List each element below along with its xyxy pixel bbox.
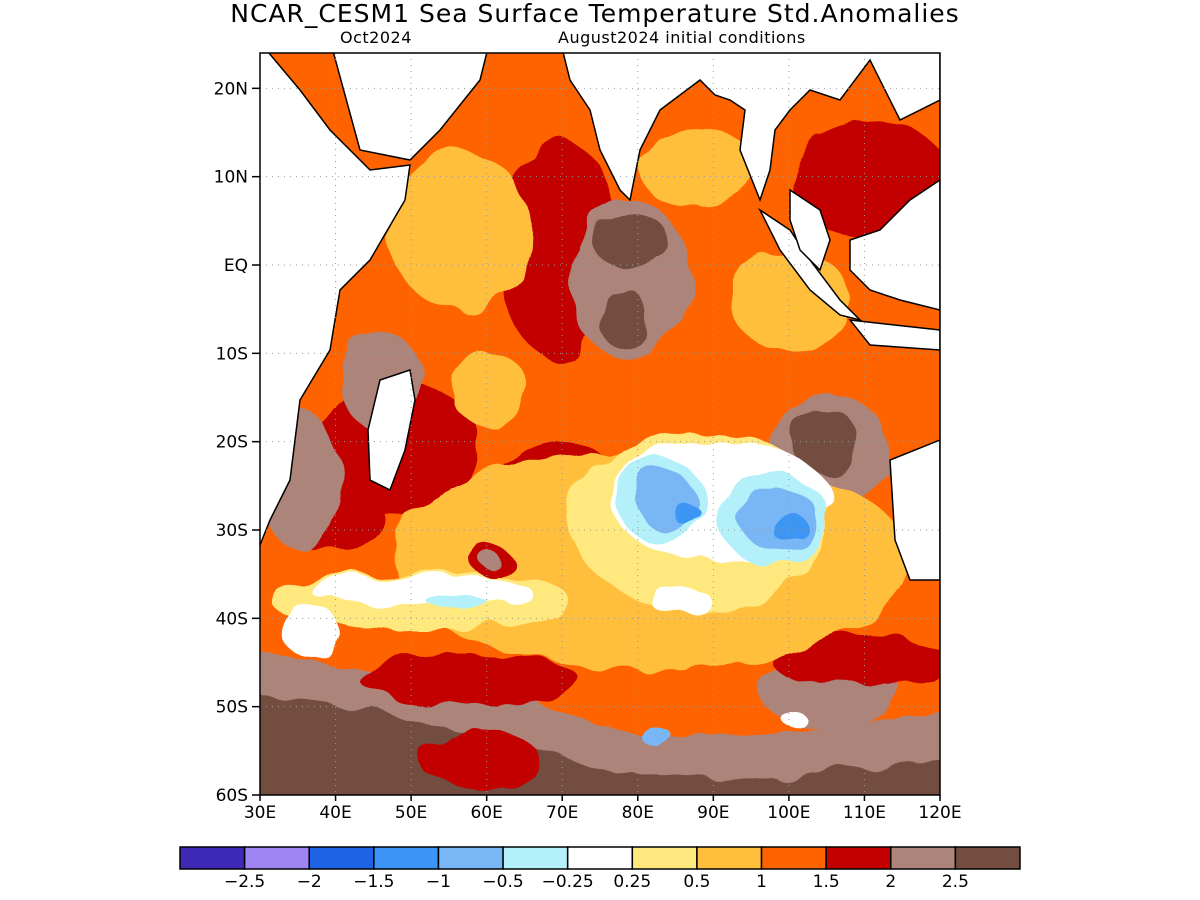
forecast-month: Oct2024 [340, 28, 412, 47]
colorbar-swatch [890, 846, 957, 870]
colorbar-label: 0.25 [613, 872, 651, 892]
lon-label: 70E [546, 803, 578, 823]
colorbar-swatch [566, 846, 634, 870]
colorbar-label: −1.5 [353, 872, 394, 892]
lat-label: 50S [216, 698, 248, 718]
lon-label: 60E [470, 803, 502, 823]
colorbar-label: −2 [297, 872, 322, 892]
graticule [260, 53, 940, 795]
lat-label: 10S [216, 344, 248, 364]
lon-label: 80E [622, 803, 654, 823]
colorbar-label: 2.5 [942, 872, 969, 892]
colorbar-swatch [373, 846, 440, 870]
lon-label: 100E [767, 803, 810, 823]
lon-label: 110E [843, 803, 886, 823]
colorbar-label: −1 [426, 872, 451, 892]
lat-label: EQ [224, 256, 248, 276]
colorbar-label: −0.25 [542, 872, 594, 892]
map-frame [259, 52, 941, 796]
colorbar-swatch [243, 846, 310, 870]
colorbar-label: 1 [756, 872, 767, 892]
colorbar-swatch [760, 846, 827, 870]
map-title: NCAR_CESM1 Sea Surface Temperature Std.A… [230, 0, 960, 28]
colorbar-swatch [631, 846, 698, 870]
colorbar-label: 0.5 [683, 872, 710, 892]
colorbar [179, 846, 1021, 870]
colorbar-swatch [437, 846, 504, 870]
colorbar-labels: −2.5 −2 −1.5 −1 −0.5 −0.25 0.25 0.5 1 1.5 2 2.5 [224, 872, 969, 892]
lat-label: 20S [216, 433, 248, 453]
lon-label: 90E [697, 803, 729, 823]
latitude-labels: 20N 10N EQ 10S 20S 30S 40S 50S 60S [214, 79, 260, 806]
lat-label: 20N [214, 79, 248, 99]
colorbar-label: −2.5 [224, 872, 265, 892]
lat-label: 10N [214, 168, 248, 188]
colorbar-label: −0.5 [482, 872, 523, 892]
colorbar-swatch [179, 846, 246, 870]
lat-label: 60S [216, 786, 248, 806]
colorbar-swatch [825, 846, 892, 870]
lon-label: 50E [395, 803, 427, 823]
sst-anomaly-field [260, 53, 940, 795]
initial-conditions: August2024 initial conditions [558, 28, 806, 47]
longitude-labels: 30E 40E 50E 60E 70E 80E 90E 100E 110E 120E [244, 795, 962, 823]
lat-label: 40S [216, 609, 248, 629]
lat-label: 30S [216, 521, 248, 541]
land [260, 53, 940, 581]
lon-label: 30E [244, 803, 276, 823]
lon-label: 40E [319, 803, 351, 823]
colorbar-swatch [502, 846, 569, 870]
colorbar-swatch [696, 846, 763, 870]
lon-label: 120E [918, 803, 961, 823]
colorbar-swatch [954, 846, 1021, 870]
colorbar-swatch [308, 846, 375, 870]
colorbar-label: 2 [885, 872, 896, 892]
colorbar-label: 1.5 [813, 872, 840, 892]
